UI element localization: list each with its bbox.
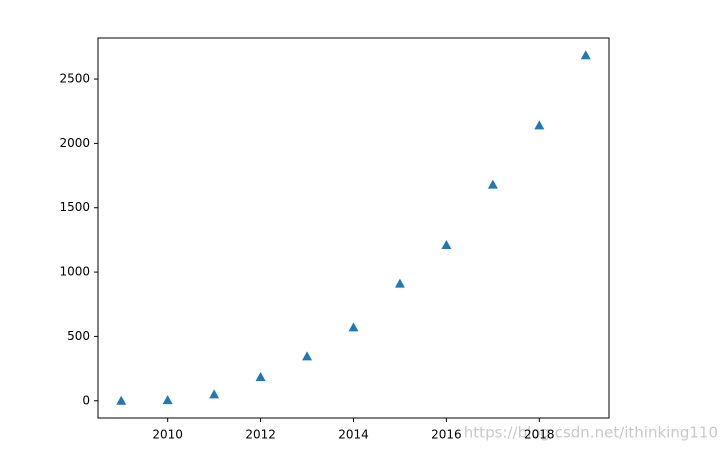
point (394, 278, 405, 288)
y-tick-label: 1000 (59, 265, 90, 279)
x-tick-label: 2016 (431, 428, 462, 442)
plot-frame (97, 37, 610, 419)
y-tick-label: 0 (82, 393, 90, 407)
x-tick-label: 2018 (524, 428, 555, 442)
point (209, 389, 220, 399)
point (162, 395, 173, 405)
y-tick-label: 500 (67, 329, 90, 343)
y-tick-label: 2000 (59, 136, 90, 150)
point (534, 120, 545, 130)
x-tick-label: 2010 (152, 428, 183, 442)
point (348, 322, 359, 332)
watermark: https://blog.csdn.net/ithinking110 (464, 424, 718, 442)
x-tick-label: 2014 (338, 428, 369, 442)
point (116, 395, 127, 405)
point (441, 240, 452, 250)
point (580, 50, 591, 60)
y-tick-label: 1500 (59, 200, 90, 214)
y-tick-label: 2500 (59, 72, 90, 86)
point (302, 351, 313, 361)
point (255, 371, 266, 381)
x-tick-label: 2012 (245, 428, 276, 442)
point (487, 179, 498, 189)
